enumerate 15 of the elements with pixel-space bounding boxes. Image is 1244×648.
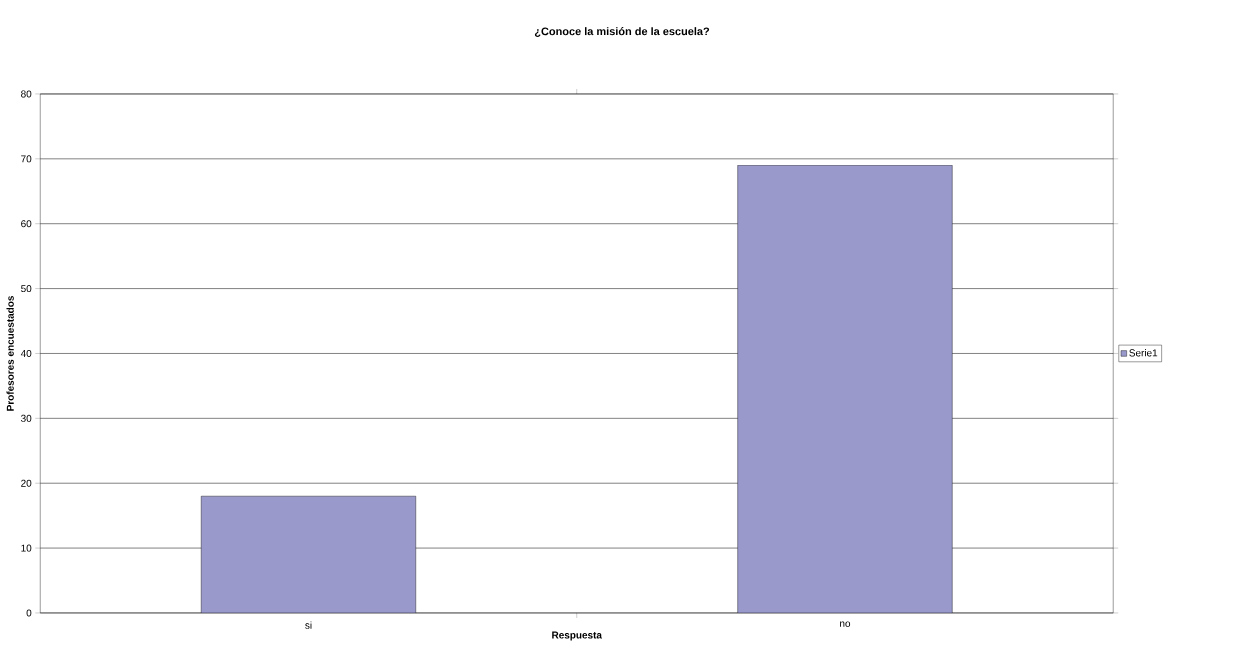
y-tick-label: 20 [21,479,32,487]
legend-label: Serie1 [1129,349,1158,357]
chart-title: ¿Conoce la misión de la escuela? [534,27,710,37]
x-axis-title: Respuesta [552,631,602,641]
x-tick-label: no [840,621,851,627]
x-tick-label: si [305,621,312,629]
y-tick-label: 30 [21,414,32,422]
y-tick-label: 60 [21,220,32,228]
y-tick-label: 80 [21,90,32,98]
y-tick-label: 70 [21,155,32,163]
y-tick-label: 10 [21,544,32,552]
y-axis-title: Profesores encuestados [6,296,14,411]
y-tick-label: 0 [26,609,32,617]
y-tick-label: 50 [21,285,32,293]
y-tick-label: 40 [20,349,32,357]
